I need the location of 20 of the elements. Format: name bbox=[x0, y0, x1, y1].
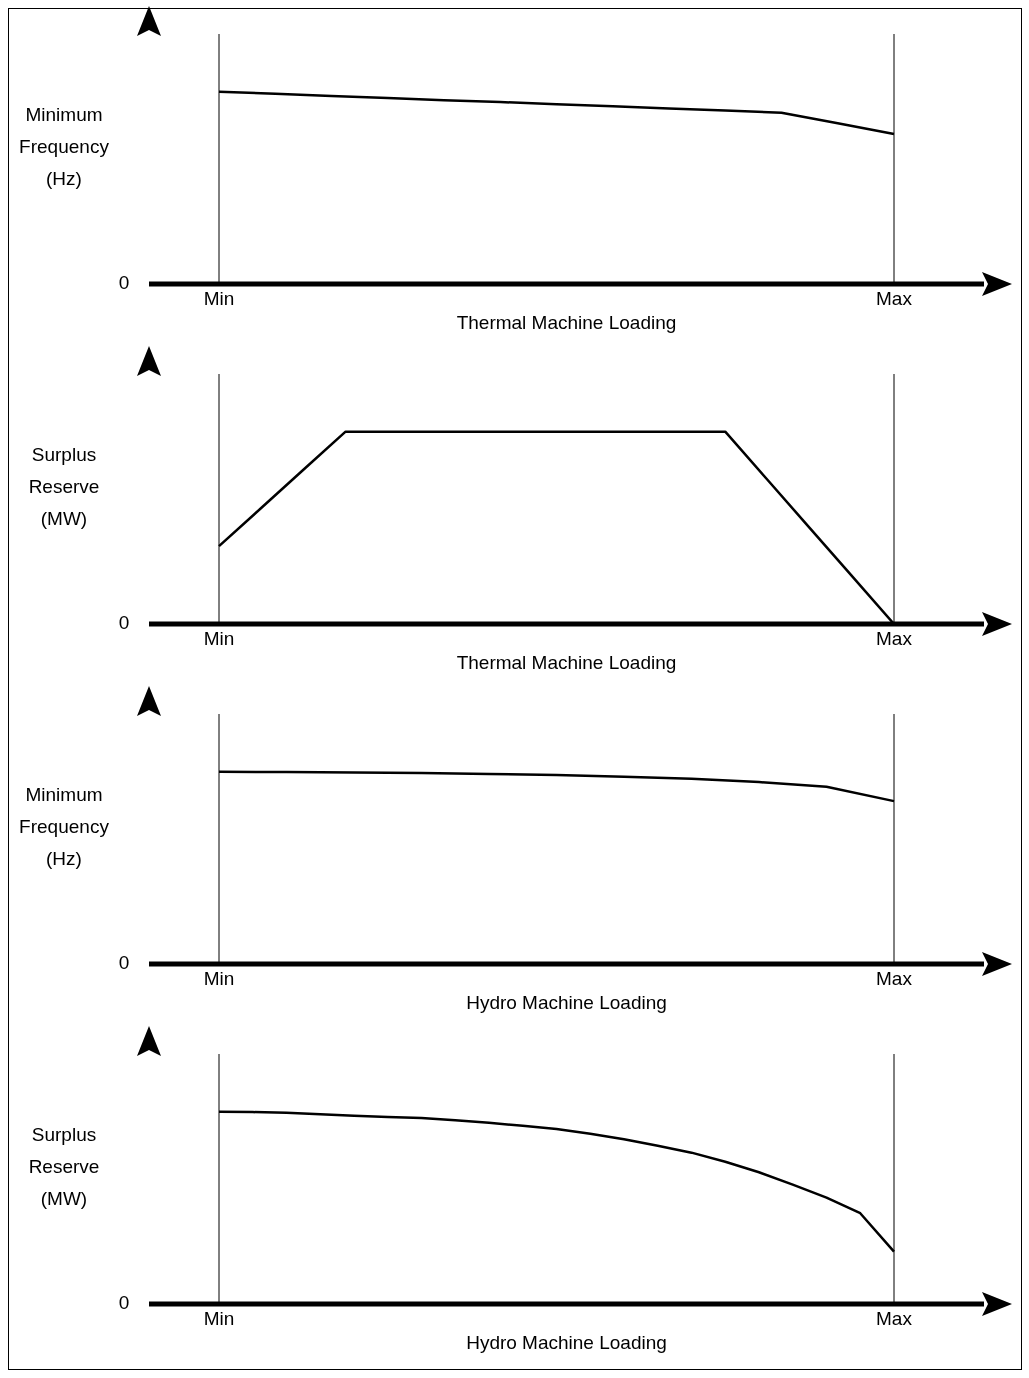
y-axis-title: Minimum Frequency (Hz) bbox=[18, 783, 110, 871]
x-axis-title: Thermal Machine Loading bbox=[456, 312, 677, 333]
text: 0 bbox=[117, 612, 131, 634]
text: 0 bbox=[117, 1292, 131, 1314]
x-tick-label: Min bbox=[203, 968, 235, 990]
y-axis-title: Surplus Reserve (MW) bbox=[27, 443, 101, 531]
x-axis-title: Hydro Machine Loading bbox=[466, 1332, 667, 1353]
x-tick-label: Min bbox=[203, 628, 235, 650]
x-tick-label: Min bbox=[203, 288, 235, 310]
y-axis-title: Minimum Frequency (Hz) bbox=[18, 103, 110, 191]
text: 0 bbox=[117, 952, 131, 974]
x-axis-title: Hydro Machine Loading bbox=[466, 992, 667, 1013]
y-axis-title: Surplus Reserve (MW) bbox=[27, 1123, 101, 1211]
x-axis-title: Thermal Machine Loading bbox=[456, 652, 677, 673]
x-tick-label: Max bbox=[876, 288, 913, 310]
x-tick-label: Max bbox=[876, 628, 913, 650]
text: 0 bbox=[117, 272, 131, 294]
x-tick-label: Max bbox=[876, 968, 913, 990]
x-tick-label: Max bbox=[876, 1308, 913, 1330]
x-tick-label: Min bbox=[203, 1308, 235, 1330]
